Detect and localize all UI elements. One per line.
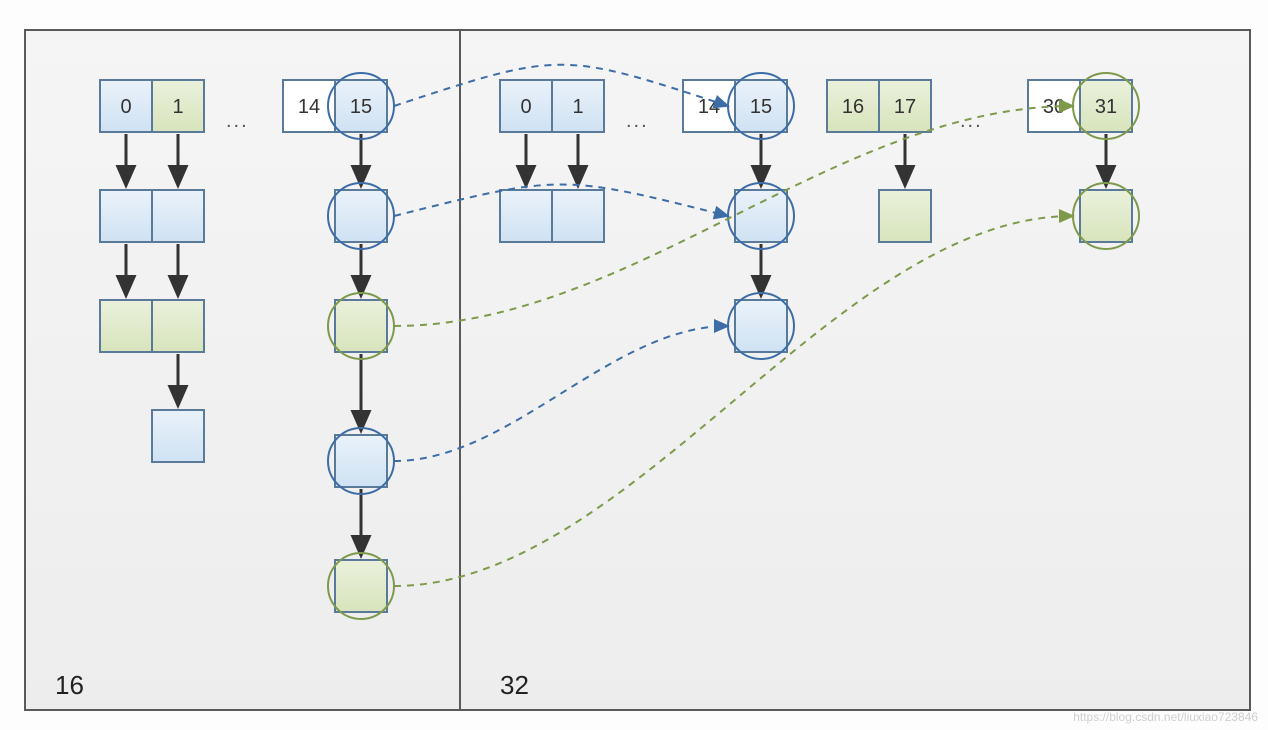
cell-label: 31 [1095,96,1117,118]
cell-a_l1c [152,410,204,462]
cell-b_l31 [1080,190,1132,242]
cell-label: 15 [350,96,372,118]
ellipsis: ... [626,110,649,133]
cell-a_l0b [100,300,152,352]
cell-b_l0 [500,190,552,242]
cell-label: 15 [750,96,772,118]
cell-a_l1b [152,300,204,352]
cell-b_l17 [879,190,931,242]
cell-label: 16 [842,96,864,118]
cell-a_l15b [335,300,387,352]
cell-label: 1 [572,96,583,118]
watermark: https://blog.csdn.net/liuxiao723846 [1073,710,1258,724]
cell-label: 17 [894,96,916,118]
cell-b_l15 [735,190,787,242]
cell-a_l15c [335,435,387,487]
cell-b_l15b [735,300,787,352]
cell-label: 1 [172,96,183,118]
ellipsis: ... [226,110,249,133]
cell-label: 0 [520,96,531,118]
cell-a_l1 [152,190,204,242]
panel-label-p32: 32 [500,670,529,701]
cell-a_l15 [335,190,387,242]
cell-label: 14 [298,96,320,118]
cell-label: 0 [120,96,131,118]
cell-a_l0 [100,190,152,242]
diagram-stage: 011415011415161730311632.........https:/… [0,0,1268,730]
cell-b_l1 [552,190,604,242]
ellipsis: ... [960,110,983,133]
cell-a_l15d [335,560,387,612]
panel-label-p16: 16 [55,670,84,701]
